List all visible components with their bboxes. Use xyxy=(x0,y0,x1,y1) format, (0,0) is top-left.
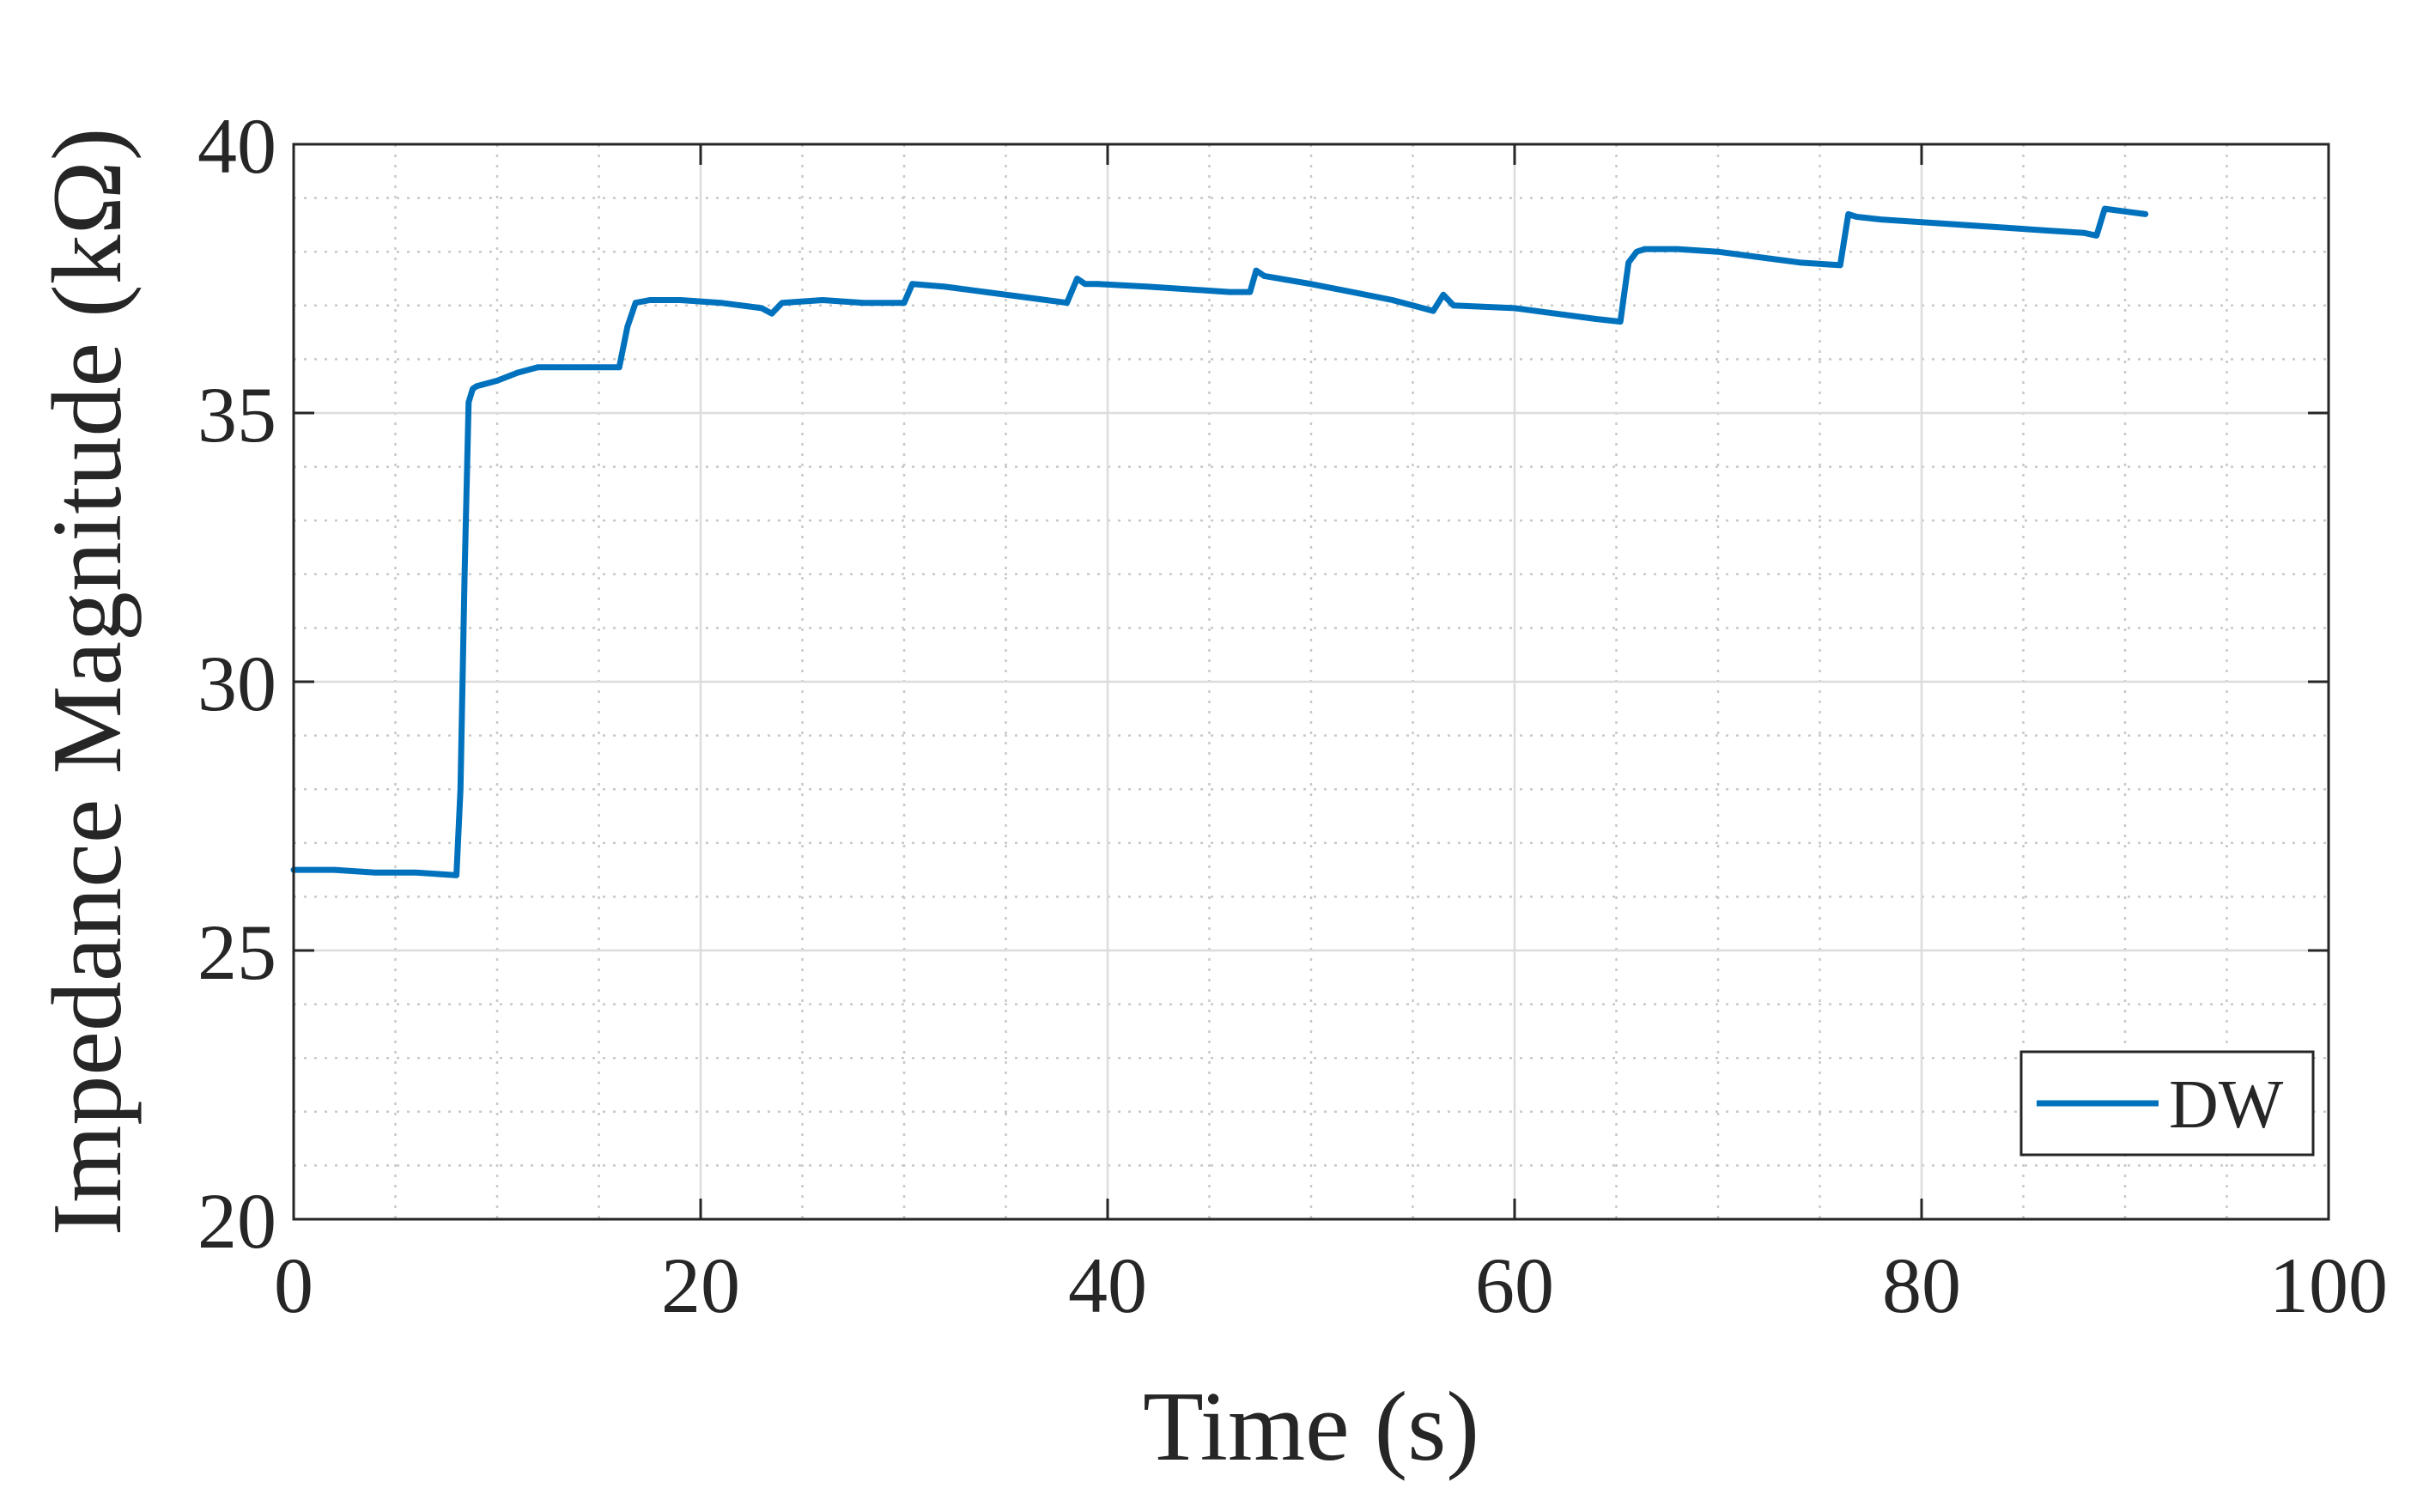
y-tick-label: 35 xyxy=(197,371,276,458)
x-tick-label: 100 xyxy=(2269,1242,2388,1329)
ticks xyxy=(292,143,2330,1221)
y-tick-label: 20 xyxy=(197,1177,276,1265)
x-axis-title: Time (s) xyxy=(1143,1372,1479,1482)
x-tick-label: 80 xyxy=(1882,1242,1961,1329)
y-tick-label: 30 xyxy=(197,640,276,727)
x-tick-label: 40 xyxy=(1068,1242,1147,1329)
series-layer xyxy=(290,205,2149,878)
x-tick-label: 20 xyxy=(661,1242,740,1329)
y-tick-label: 25 xyxy=(197,908,276,996)
legend-label: DW xyxy=(2169,1067,2284,1143)
y-tick-label: 40 xyxy=(197,102,276,190)
legend: DW xyxy=(2019,1050,2315,1157)
series-line-1 xyxy=(290,205,2149,878)
x-tick-label: 0 xyxy=(274,1242,313,1329)
y-axis-title: Impedance Magnitude (kΩ) xyxy=(33,128,143,1236)
x-tick-label: 60 xyxy=(1475,1242,1554,1329)
